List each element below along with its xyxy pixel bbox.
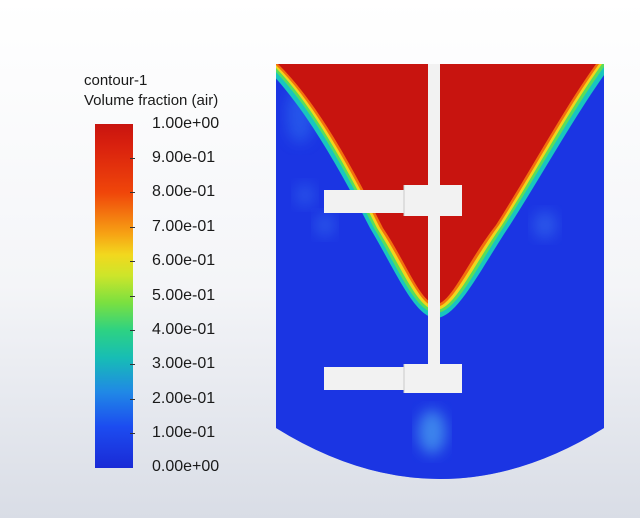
tick-mark [130, 296, 135, 297]
upper-impeller-blade-left [324, 190, 404, 213]
light-patch [315, 213, 335, 237]
color-bar [95, 124, 133, 468]
contour-quantity: Volume fraction (air) [84, 92, 219, 109]
lower-impeller-blade-left [324, 367, 404, 390]
tick-label: 5.00e-01 [152, 287, 216, 304]
tick-mark [130, 192, 135, 193]
tick-label: 3.00e-01 [152, 355, 216, 372]
tick-label-max: 1.00e+00 [152, 115, 220, 132]
light-patch [533, 211, 557, 239]
tick-mark [130, 261, 135, 262]
contour-name: contour-1 [84, 72, 148, 89]
tick-mark [130, 364, 135, 365]
upper-impeller-hub [404, 185, 462, 216]
vessel-cross-section [276, 64, 604, 479]
tick-label: 8.00e-01 [152, 183, 216, 200]
tick-mark [130, 158, 135, 159]
tick-label: 1.00e-01 [152, 424, 216, 441]
light-patch [295, 183, 315, 207]
tick-mark [130, 227, 135, 228]
tick-label: 4.00e-01 [152, 321, 216, 338]
lower-impeller-hub [404, 364, 462, 393]
tick-mark [130, 399, 135, 400]
tick-label-min: 0.00e+00 [152, 458, 220, 475]
tick-label: 6.00e-01 [152, 252, 216, 269]
tick-label: 2.00e-01 [152, 390, 216, 407]
tick-label: 7.00e-01 [152, 218, 216, 235]
legend-title: contour-1 Volume fraction (air) [84, 71, 218, 111]
tick-mark [130, 330, 135, 331]
tick-label: 9.00e-01 [152, 149, 216, 166]
light-patch [418, 410, 446, 454]
tick-mark [130, 433, 135, 434]
